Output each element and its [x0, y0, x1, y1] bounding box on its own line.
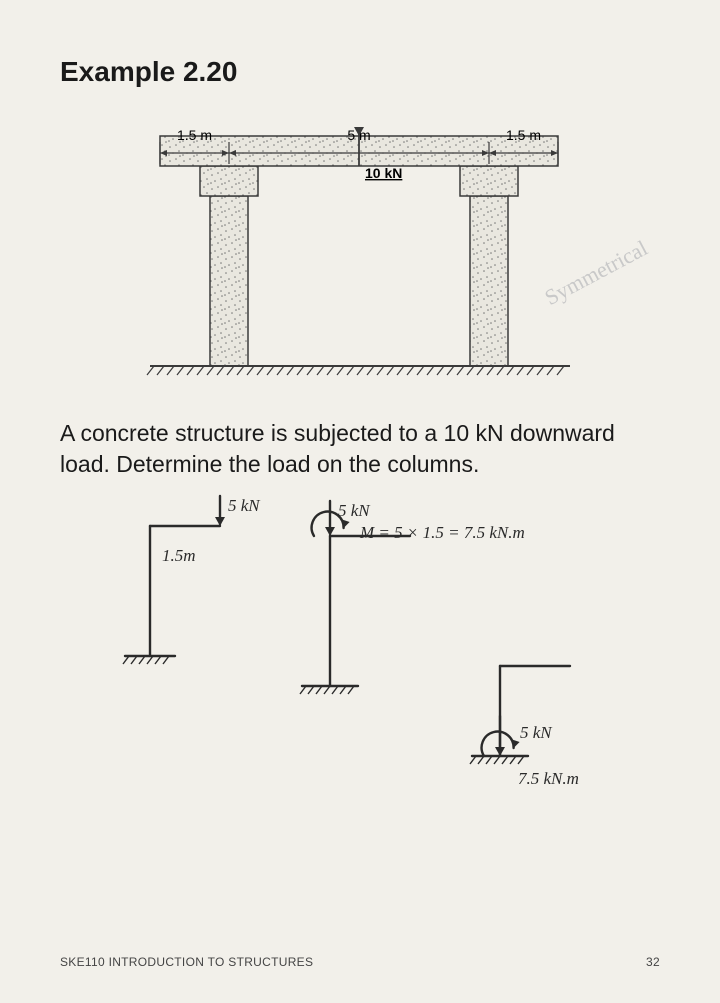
column-load-sketches: 5 kN 1.5m 5 kN M = 5 × 1.5 = 7.5 kN.m 5 kN 7.… — [80, 486, 640, 806]
svg-text:7.5 kN.m: 7.5 kN.m — [518, 769, 579, 788]
svg-text:5 kN: 5 kN — [520, 723, 553, 742]
svg-text:5 kN: 5 kN — [338, 501, 371, 520]
svg-text:5 kN: 5 kN — [228, 496, 261, 515]
example-title: Example 2.20 — [60, 56, 660, 88]
svg-text:10 kN: 10 kN — [365, 165, 402, 181]
svg-text:1.5m: 1.5m — [162, 546, 196, 565]
page: Example 2.20 1.5 m5 m1.5 m10 kN Symmetri… — [0, 0, 720, 1003]
svg-text:1.5 m: 1.5 m — [506, 127, 541, 143]
problem-statement: A concrete structure is subjected to a 1… — [60, 418, 660, 480]
svg-text:1.5 m: 1.5 m — [177, 127, 212, 143]
page-footer: SKE110 INTRODUCTION TO STRUCTURES 32 — [60, 955, 660, 969]
footer-course: SKE110 INTRODUCTION TO STRUCTURES — [60, 955, 313, 969]
footer-page-number: 32 — [646, 955, 660, 969]
structure-diagram: 1.5 m5 m1.5 m10 kN — [140, 116, 580, 396]
svg-text:M = 5 × 1.5 = 7.5 kN.m: M = 5 × 1.5 = 7.5 kN.m — [359, 523, 525, 542]
